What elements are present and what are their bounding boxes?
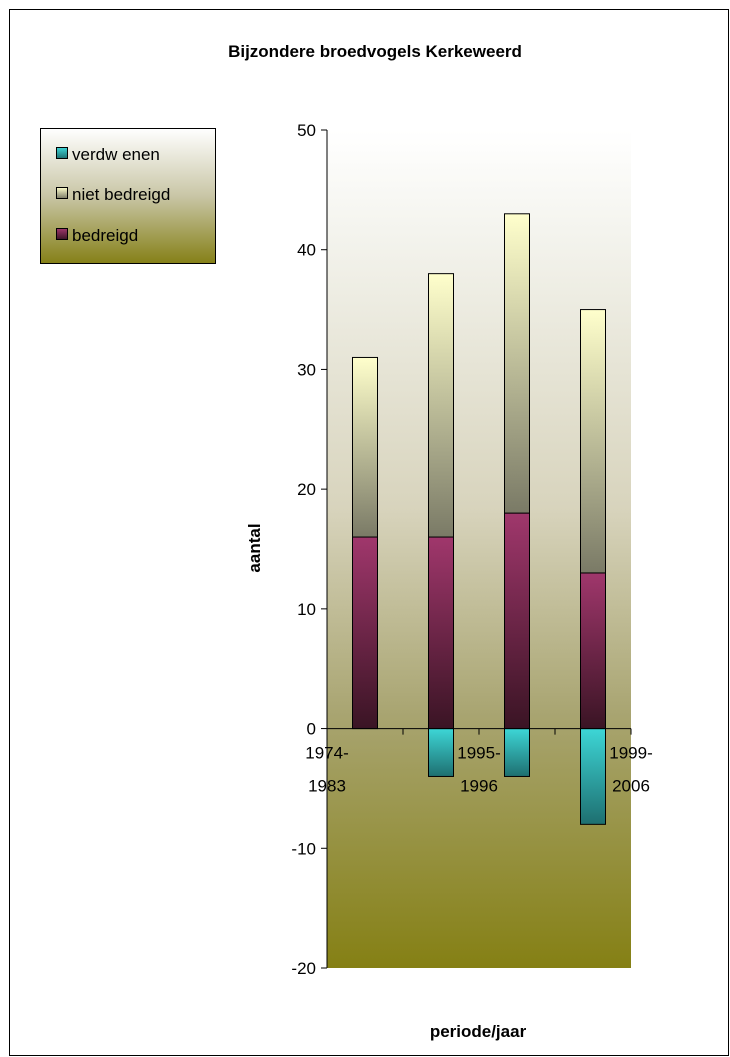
y-tick-label-20: 20 <box>297 480 316 499</box>
x-tick-label-4-line1: 1999- <box>609 744 652 763</box>
legend-swatch-verdwenen <box>56 147 68 159</box>
x-tick-label-4-line2: 2006 <box>612 777 650 796</box>
bar-verdw-enen-1 <box>428 728 454 777</box>
x-axis-label: periode/jaar <box>430 1022 527 1041</box>
x-tick-label-0-line1: 1974- <box>305 744 348 763</box>
y-tick-label--10: -10 <box>291 839 316 858</box>
y-tick-label-10: 10 <box>297 600 316 619</box>
chart-title: Bijzondere broedvogels Kerkeweerd <box>228 42 522 61</box>
bar-niet-bedreigd-3 <box>580 309 606 574</box>
bar-bedreigd-0 <box>352 536 378 730</box>
legend-label-verdwenen: verdw enen <box>72 145 160 164</box>
legend-swatch-bedreigd <box>56 228 68 240</box>
legend-swatch-niet-bedreigd <box>56 187 68 199</box>
x-tick-label-2-line2: 1996 <box>460 777 498 796</box>
y-tick-label-50: 50 <box>297 121 316 140</box>
bar-bedreigd-1 <box>428 536 454 730</box>
bar-niet-bedreigd-2 <box>504 213 530 514</box>
x-tick-label-2-line1: 1995- <box>457 744 500 763</box>
legend: verdw enen niet bedreigd bedreigd <box>40 128 216 264</box>
y-tick-label-30: 30 <box>297 360 316 379</box>
legend-label-bedreigd: bedreigd <box>72 226 138 245</box>
bar-bedreigd-3 <box>580 572 606 730</box>
y-tick-label--20: -20 <box>291 959 316 978</box>
y-tick-label-0: 0 <box>307 720 316 739</box>
legend-label-niet-bedreigd: niet bedreigd <box>72 185 170 204</box>
bar-verdw-enen-3 <box>580 728 606 825</box>
legend-box <box>40 128 216 264</box>
y-axis-label: aantal <box>245 523 264 572</box>
bar-bedreigd-2 <box>504 512 530 730</box>
bar-niet-bedreigd-1 <box>428 273 454 538</box>
y-tick-label-40: 40 <box>297 241 316 260</box>
bar-niet-bedreigd-0 <box>352 356 378 538</box>
bars-layer <box>352 213 606 825</box>
axes-layer: -20 -10 0 10 20 30 40 50 1974- 1983 1995- 1996 1999-… <box>291 121 652 978</box>
bar-verdw-enen-2 <box>504 728 530 777</box>
x-tick-label-0-line2: 1983 <box>308 777 346 796</box>
